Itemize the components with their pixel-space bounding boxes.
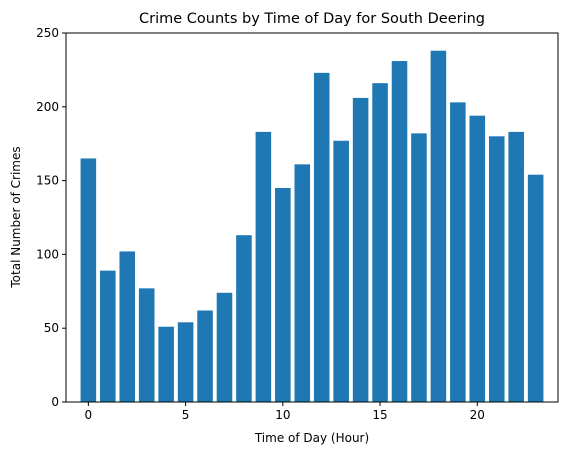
y-tick-label: 50 (44, 321, 59, 335)
y-tick-label: 250 (36, 26, 59, 40)
bar-hour-3 (139, 288, 155, 402)
y-tick-label: 150 (36, 174, 59, 188)
bar-hour-1 (100, 271, 116, 402)
bar-hour-22 (508, 132, 524, 402)
x-axis-label: Time of Day (Hour) (254, 431, 369, 445)
y-tick-label: 0 (51, 395, 59, 409)
bar-hour-19 (450, 102, 466, 402)
bar-hour-10 (275, 188, 291, 402)
bar-hour-18 (431, 51, 447, 402)
chart-title: Crime Counts by Time of Day for South De… (139, 11, 485, 27)
bar-hour-23 (528, 175, 544, 402)
bar-hour-20 (470, 116, 486, 402)
y-tick-label: 200 (36, 100, 59, 114)
y-axis-ticks: 0 50 100 150 200 250 (36, 26, 66, 409)
x-tick-label: 15 (372, 408, 387, 422)
bar-hour-13 (333, 141, 349, 402)
bar-hour-12 (314, 73, 330, 402)
bar-hour-15 (372, 83, 388, 402)
bar-hour-8 (236, 235, 252, 402)
bar-hour-11 (295, 164, 311, 402)
bar-hour-2 (119, 251, 135, 402)
bar-hour-0 (81, 158, 97, 402)
bar-hour-5 (178, 322, 194, 402)
bar-hour-16 (392, 61, 408, 402)
bar-hour-7 (217, 293, 233, 402)
bars-layer (81, 51, 544, 402)
bar-hour-6 (197, 310, 213, 402)
bar-hour-14 (353, 98, 369, 402)
x-tick-label: 20 (470, 408, 485, 422)
y-tick-label: 100 (36, 247, 59, 261)
x-tick-label: 10 (275, 408, 290, 422)
bar-hour-17 (411, 133, 427, 402)
bar-hour-4 (158, 327, 174, 402)
bar-hour-21 (489, 136, 505, 402)
x-tick-label: 5 (182, 408, 190, 422)
bar-hour-9 (256, 132, 272, 402)
x-tick-label: 0 (85, 408, 93, 422)
x-axis-ticks: 0 5 10 15 20 (85, 402, 485, 422)
y-axis-label: Total Number of Crimes (9, 146, 23, 288)
